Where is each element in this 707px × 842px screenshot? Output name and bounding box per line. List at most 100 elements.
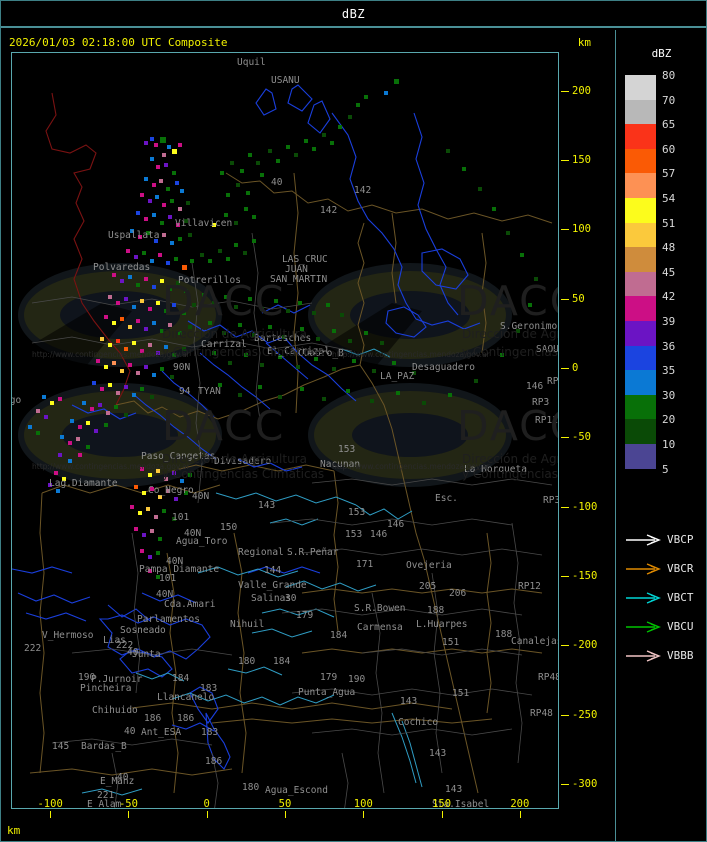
y-axis-tick-label: -200 xyxy=(572,639,598,652)
timestamp-label: 2026/01/03 02:18:00 UTC Composite xyxy=(9,36,228,49)
colorbar-swatch[interactable] xyxy=(625,370,656,395)
page-title: dBZ xyxy=(341,6,366,21)
y-axis-tick xyxy=(561,714,569,716)
y-axis-tick xyxy=(561,160,569,162)
y-axis-tick xyxy=(561,784,569,786)
colorbar-tick-label: 60 xyxy=(662,142,676,156)
colorbar-swatch[interactable] xyxy=(625,247,656,272)
x-axis-tick-label: -100 xyxy=(37,798,63,810)
colorbar-tick-label: 35 xyxy=(662,364,676,378)
y-axis-tick-label: 150 xyxy=(572,154,591,167)
colorbar-tick-label: 30 xyxy=(662,388,676,402)
colorbar-tick-label: 65 xyxy=(662,118,676,132)
colorbar-swatches[interactable] xyxy=(625,75,656,469)
velocity-arrow-legend: VBCP VBCR VBCT VBCU VBBB xyxy=(625,525,707,670)
legend-arrow-row: VBCP xyxy=(625,525,707,554)
arrow-icon xyxy=(626,620,661,633)
map-frame[interactable]: Uspallata Polvaredas Uquil USANU Villavicen L… xyxy=(11,52,559,809)
x-axis-tick-label: -50 xyxy=(118,798,138,810)
colorbar-swatch[interactable] xyxy=(625,222,656,248)
y-axis-tick-label: -250 xyxy=(572,708,598,721)
y-axis-tick xyxy=(561,576,569,578)
x-axis-tick-label: 150 xyxy=(432,798,452,810)
colorbar-swatch[interactable] xyxy=(625,271,656,297)
x-axis-unit-label: km xyxy=(7,824,21,837)
colorbar-swatch[interactable] xyxy=(625,197,656,223)
x-axis-tick xyxy=(519,811,521,818)
colorbar-tick-label: 70 xyxy=(662,93,676,107)
colorbar-panel: dBZ 80 70 65 60 57 54 51 48 45 42 39 36 35 30 20 10 5 VB… xyxy=(615,30,706,841)
legend-arrow-row: VBCT xyxy=(625,583,707,612)
colorbar-tick-label: 20 xyxy=(662,413,676,427)
colorbar-swatch[interactable] xyxy=(625,320,656,346)
radar-map-canvas xyxy=(12,53,558,808)
colorbar-tick-label: 42 xyxy=(662,290,676,304)
colorbar-swatch[interactable] xyxy=(625,419,656,444)
y-axis-tick xyxy=(561,229,569,231)
colorbar-swatch[interactable] xyxy=(625,296,656,321)
colorbar-swatch[interactable] xyxy=(625,75,656,100)
colorbar-swatch[interactable] xyxy=(625,443,656,469)
colorbar-swatch[interactable] xyxy=(625,124,656,149)
colorbar-swatch[interactable] xyxy=(625,99,656,125)
colorbar-tick-label: 39 xyxy=(662,315,676,328)
y-axis-tick-label: -300 xyxy=(572,778,598,791)
arrow-icon xyxy=(626,649,661,662)
colorbar-swatch[interactable] xyxy=(625,173,656,198)
legend-arrow-label: VBCT xyxy=(667,591,694,604)
colorbar-tick-label: 57 xyxy=(662,167,676,181)
y-axis-tick-label: 50 xyxy=(572,292,585,305)
y-axis-tick-label: 200 xyxy=(572,84,591,97)
y-axis-tick xyxy=(561,298,569,300)
colorbar-tick-label: 80 xyxy=(662,69,676,82)
y-axis-tick xyxy=(561,437,569,439)
arrow-icon xyxy=(626,591,661,604)
arrow-icon xyxy=(626,533,661,546)
y-axis-tick xyxy=(561,368,569,370)
colorbar-tick-label: 48 xyxy=(662,241,676,255)
colorbar-title: dBZ xyxy=(651,47,672,60)
x-axis-tick-label: 100 xyxy=(353,798,373,810)
colorbar-tick-label: 36 xyxy=(662,339,676,353)
colorbar-swatch[interactable] xyxy=(625,148,656,174)
colorbar-tick-label: 54 xyxy=(662,192,676,205)
road-network xyxy=(31,232,553,808)
window-title-bar: dBZ xyxy=(1,1,706,28)
legend-arrow-row: VBCU xyxy=(625,612,707,641)
x-axis-tick-label: 0 xyxy=(203,798,210,810)
x-axis-tick xyxy=(441,811,443,818)
colorbar-tick-label: 45 xyxy=(662,265,676,279)
x-axis-tick xyxy=(128,811,130,818)
arrow-icon xyxy=(626,562,661,575)
y-axis-tick-label: -100 xyxy=(572,500,598,513)
legend-arrow-label: VBCR xyxy=(667,562,694,575)
y-axis-tick-label: 100 xyxy=(572,223,591,236)
x-axis-tick xyxy=(50,811,52,818)
y-axis-tick xyxy=(561,90,569,92)
y-axis-tick-label: -50 xyxy=(572,431,591,444)
y-axis-unit-label: km xyxy=(577,36,591,49)
colorbar-swatch[interactable] xyxy=(625,345,656,371)
y-axis-tick xyxy=(561,506,569,508)
international-border xyxy=(45,92,131,406)
lakes-and-streams xyxy=(81,348,423,796)
x-axis-tick-label: 200 xyxy=(510,798,530,810)
x-axis-tick xyxy=(206,811,208,818)
colorbar-swatch[interactable] xyxy=(625,394,656,420)
legend-arrow-label: VBBB xyxy=(667,649,694,662)
y-axis-tick-label: -150 xyxy=(572,570,598,583)
radar-plot-panel: 2026/01/03 02:18:00 UTC Composite km km xyxy=(1,30,613,841)
colorbar-tick-label: 51 xyxy=(662,216,676,230)
legend-arrow-row: VBCR xyxy=(625,554,707,583)
radar-echo-pixels xyxy=(28,79,538,579)
colorbar-tick-label: 10 xyxy=(662,438,676,451)
y-axis-tick xyxy=(561,645,569,647)
y-axis-tick-label: 0 xyxy=(572,362,579,375)
x-axis-tick xyxy=(285,811,286,818)
legend-arrow-label: VBCU xyxy=(667,620,694,633)
colorbar-tick-label: 5 xyxy=(662,462,669,476)
legend-arrow-label: VBCP xyxy=(667,533,694,546)
x-axis-tick-label: 50 xyxy=(278,798,292,810)
x-axis-tick xyxy=(363,811,365,818)
